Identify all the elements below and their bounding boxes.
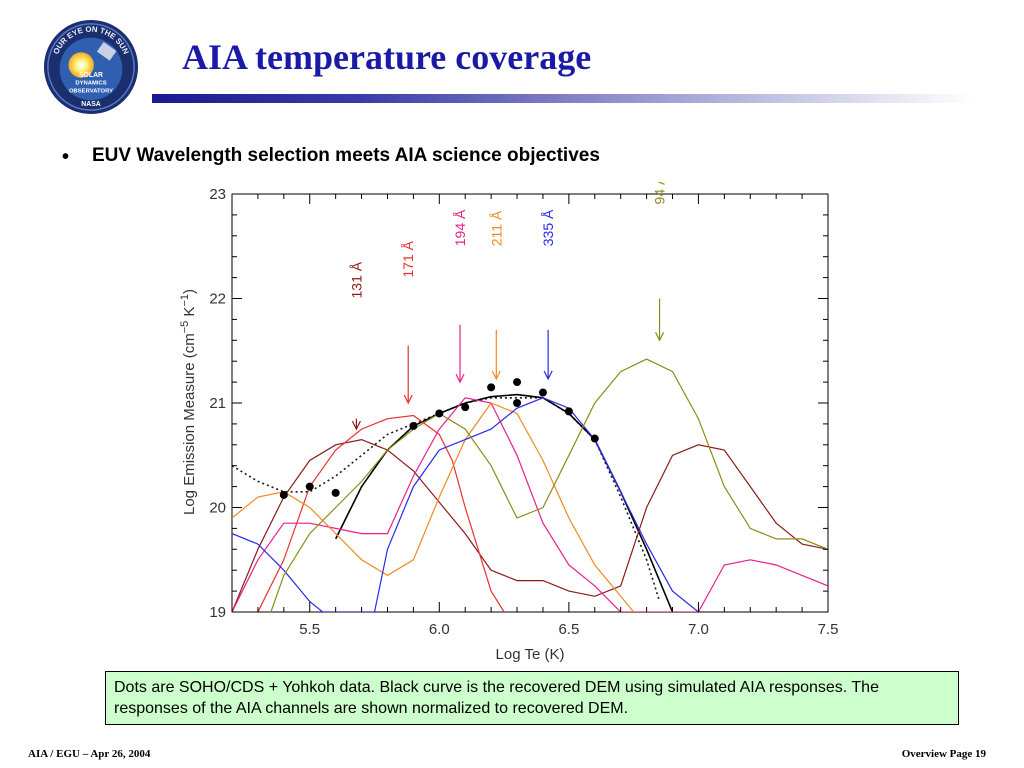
data-point xyxy=(461,403,470,412)
y-axis-label-sup1: −5 xyxy=(179,321,191,334)
logo-line-2: DYNAMICS xyxy=(75,81,106,87)
logo-line-3: OBSERVATORY xyxy=(69,88,113,94)
x-tick-label: 6.5 xyxy=(558,621,579,638)
y-axis-label-main: Log Emission Measure (cm xyxy=(181,333,198,515)
channel-arrowhead xyxy=(543,370,553,381)
sun-icon xyxy=(68,52,94,78)
satellite-icon xyxy=(96,42,117,61)
data-point xyxy=(409,421,418,430)
y-tick-label: 21 xyxy=(209,395,226,412)
data-point xyxy=(279,490,288,499)
dem-chart: 131 Å 171 Å 194 Å 211 Å 335 Å 94 Å 5.5 6.0 6.5 7… xyxy=(179,182,839,663)
logo-agency: NASA xyxy=(81,101,100,108)
y-axis-label-end: ) xyxy=(181,289,198,294)
series-line-5 xyxy=(232,397,828,612)
x-axis-label: Log Te (K) xyxy=(496,646,565,663)
title-divider xyxy=(152,94,974,103)
channel-arrowhead xyxy=(455,373,465,384)
y-tick-label: 22 xyxy=(209,291,226,308)
y-tick-label: 23 xyxy=(209,186,226,203)
channel-label: 211 Å xyxy=(488,210,504,246)
data-point xyxy=(538,388,547,397)
caption-box: Dots are SOHO/CDS + Yohkoh data. Black c… xyxy=(105,671,959,725)
channel-arrowhead xyxy=(403,394,413,405)
x-tick-label: 7.5 xyxy=(818,621,839,638)
channel-label: 94 Å xyxy=(652,182,668,204)
footer-left: AIA / EGU – Apr 26, 2004 xyxy=(28,748,151,760)
data-point xyxy=(513,399,522,407)
logo-line-1: SOLAR xyxy=(79,72,103,79)
series-line-7 xyxy=(232,397,699,612)
y-axis-label-mid: K xyxy=(181,307,198,321)
data-point xyxy=(487,383,496,392)
data-point xyxy=(513,378,522,387)
channel-label: 171 Å xyxy=(400,240,416,277)
data-point xyxy=(331,488,340,497)
y-axis-label-sup2: −1 xyxy=(179,294,191,307)
channel-label: 194 Å xyxy=(452,209,468,246)
bullet-marker: • xyxy=(62,146,70,168)
slide-title: AIA temperature coverage xyxy=(182,37,592,77)
bullet-text: EUV Wavelength selection meets AIA scien… xyxy=(92,145,600,166)
x-tick-label: 5.5 xyxy=(299,621,320,638)
footer-page: Overview Page 19 xyxy=(901,748,986,760)
series-line-3 xyxy=(232,438,828,612)
x-tick-label: 7.0 xyxy=(688,621,709,638)
channel-arrowhead xyxy=(655,332,665,342)
channel-label: 335 Å xyxy=(540,209,556,246)
series-line-4 xyxy=(257,414,505,612)
data-point xyxy=(435,409,444,418)
channel-label: 131 Å xyxy=(348,261,364,298)
channel-arrowhead xyxy=(351,420,361,431)
data-point xyxy=(564,407,573,416)
sdo-logo: OUR EYE ON THE SUN SOLAR DYNAMICS OBSERV… xyxy=(43,19,139,115)
channel-arrowhead xyxy=(491,370,501,381)
series-line-8 xyxy=(270,358,828,612)
series-line-6 xyxy=(232,402,635,612)
y-tick-label: 20 xyxy=(209,500,226,517)
x-tick-label: 6.0 xyxy=(429,621,450,638)
data-point xyxy=(590,434,599,443)
y-tick-label: 19 xyxy=(209,604,226,621)
y-axis-label: Log Emission Measure (cm−5 K−1) xyxy=(179,289,198,515)
data-point xyxy=(305,482,314,491)
